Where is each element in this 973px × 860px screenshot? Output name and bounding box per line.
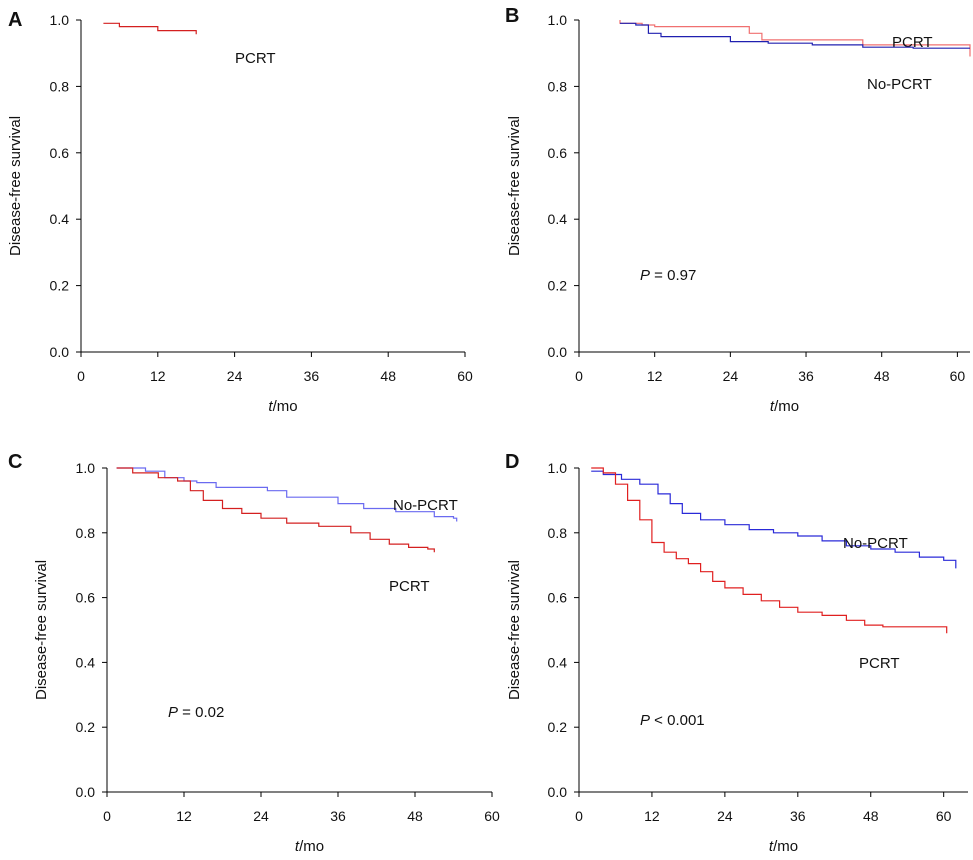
x-axis-title: t/mo xyxy=(770,398,799,415)
series-label-pcrt: PCRT xyxy=(389,578,430,595)
panel-letter: A xyxy=(8,9,22,31)
x-tick-label: 0 xyxy=(77,368,85,384)
x-tick-label: 60 xyxy=(936,808,952,824)
p-value-label: P < 0.001 xyxy=(640,712,705,729)
y-axis-title: Disease-free survival xyxy=(506,116,523,256)
y-tick-label: 0.6 xyxy=(50,145,70,161)
x-tick-label: 48 xyxy=(874,368,890,384)
km-curve-pcrt xyxy=(116,467,435,553)
y-tick-label: 0.6 xyxy=(548,145,568,161)
y-tick-label: 0.0 xyxy=(548,784,568,800)
series-label-pcrt: PCRT xyxy=(235,50,276,67)
x-tick-label: 24 xyxy=(227,368,243,384)
p-value-rest: < 0.001 xyxy=(650,712,705,729)
y-tick-label: 0.8 xyxy=(548,78,568,94)
x-tick-label: 60 xyxy=(950,368,966,384)
x-tick-label: 36 xyxy=(790,808,806,824)
y-tick-label: 0.4 xyxy=(50,211,70,227)
km-curve-pcrt xyxy=(103,22,197,35)
panel-b: B 0.0 0.2 0.4 0.6 0.8 1.0 0 12 24 36 48 60 t/mo Diseas… xyxy=(505,5,971,415)
km-curve-no-pcrt xyxy=(591,470,957,569)
x-axis-title-italic: t xyxy=(295,838,300,855)
y-tick-label: 0.6 xyxy=(548,590,568,606)
p-value-label: P = 0.02 xyxy=(168,704,224,721)
panel-a: A 0.0 0.2 0.4 0.6 0.8 1.0 0 12 24 36 48 60 t/mo Diseas… xyxy=(7,9,473,415)
panel-letter: C xyxy=(8,451,22,473)
y-tick-label: 1.0 xyxy=(76,460,96,476)
y-tick-label: 0.4 xyxy=(548,654,568,670)
y-tick-label: 1.0 xyxy=(50,12,70,28)
panel-d: D 0.0 0.2 0.4 0.6 0.8 1.0 0 12 24 36 48 60 t/mo Diseas… xyxy=(505,451,968,855)
y-axis-title: Disease-free survival xyxy=(7,116,24,256)
p-value-italic: P xyxy=(640,267,650,284)
x-tick-label: 36 xyxy=(304,368,320,384)
series-label-no-pcrt: No-PCRT xyxy=(843,535,908,552)
x-tick-label: 24 xyxy=(253,808,269,824)
x-tick-label: 48 xyxy=(380,368,396,384)
p-value-label: P = 0.97 xyxy=(640,267,696,284)
y-tick-label: 0.8 xyxy=(76,525,96,541)
x-axis-title-rest: /mo xyxy=(299,838,324,855)
y-tick-label: 0.0 xyxy=(76,784,96,800)
x-tick-label: 0 xyxy=(575,808,583,824)
x-tick-label: 12 xyxy=(150,368,166,384)
x-tick-label: 36 xyxy=(798,368,814,384)
series-label-no-pcrt: No-PCRT xyxy=(867,76,932,93)
x-tick-label: 48 xyxy=(407,808,423,824)
y-tick-label: 0.4 xyxy=(76,654,96,670)
x-axis-title-rest: /mo xyxy=(774,398,799,415)
km-curve-pcrt xyxy=(591,467,948,634)
series-label-no-pcrt: No-PCRT xyxy=(393,497,458,514)
x-axis-title: t/mo xyxy=(268,398,297,415)
y-tick-label: 0.6 xyxy=(76,590,96,606)
p-value-rest: = 0.02 xyxy=(178,704,224,721)
series-label-pcrt: PCRT xyxy=(859,655,900,672)
x-tick-label: 12 xyxy=(644,808,660,824)
y-tick-label: 0.0 xyxy=(50,344,70,360)
x-axis-title-italic: t xyxy=(770,398,775,415)
x-tick-label: 60 xyxy=(457,368,473,384)
panel-letter: B xyxy=(505,5,519,27)
x-tick-label: 12 xyxy=(647,368,663,384)
p-value-italic: P xyxy=(168,704,178,721)
x-axis-title: t/mo xyxy=(769,838,798,855)
x-axis-title-rest: /mo xyxy=(273,398,298,415)
y-tick-label: 0.2 xyxy=(548,719,568,735)
y-tick-label: 0.0 xyxy=(548,344,568,360)
p-value-rest: = 0.97 xyxy=(650,267,696,284)
y-tick-label: 1.0 xyxy=(548,12,568,28)
x-tick-label: 24 xyxy=(723,368,739,384)
x-tick-label: 24 xyxy=(717,808,733,824)
x-tick-label: 60 xyxy=(484,808,500,824)
y-tick-label: 0.2 xyxy=(548,278,568,294)
panel-letter: D xyxy=(505,451,519,473)
y-tick-label: 0.8 xyxy=(50,78,70,94)
x-axis-title-rest: /mo xyxy=(773,838,798,855)
km-curve-pcrt xyxy=(619,20,971,57)
y-axis-title: Disease-free survival xyxy=(33,560,50,700)
x-axis-title-italic: t xyxy=(769,838,774,855)
km-curve-no-pcrt xyxy=(620,22,970,49)
x-tick-label: 0 xyxy=(103,808,111,824)
x-axis-title-italic: t xyxy=(268,398,273,415)
y-tick-label: 0.4 xyxy=(548,211,568,227)
panel-c: C 0.0 0.2 0.4 0.6 0.8 1.0 0 12 24 36 48 60 t/mo Diseas… xyxy=(8,451,500,855)
y-tick-label: 0.8 xyxy=(548,525,568,541)
x-axis-title: t/mo xyxy=(295,838,324,855)
y-tick-label: 1.0 xyxy=(548,460,568,476)
x-tick-label: 12 xyxy=(176,808,192,824)
p-value-italic: P xyxy=(640,712,650,729)
y-axis-title: Disease-free survival xyxy=(506,560,523,700)
y-tick-label: 0.2 xyxy=(50,278,70,294)
x-tick-label: 0 xyxy=(575,368,583,384)
x-tick-label: 36 xyxy=(330,808,346,824)
x-tick-label: 48 xyxy=(863,808,879,824)
y-tick-label: 0.2 xyxy=(76,719,96,735)
